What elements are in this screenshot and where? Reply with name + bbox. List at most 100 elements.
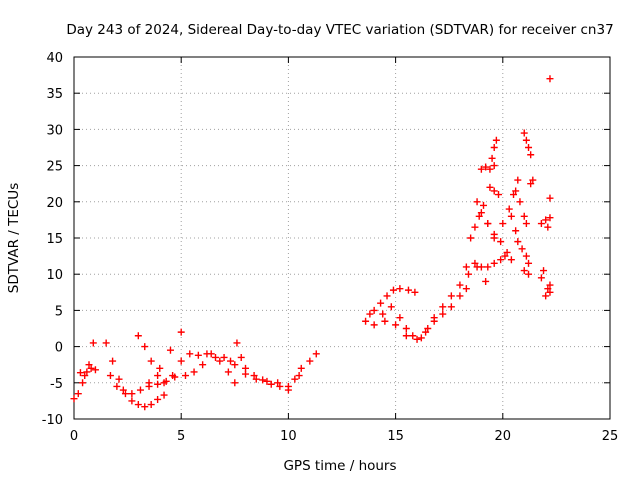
data-point xyxy=(396,314,404,322)
data-point xyxy=(486,183,494,191)
data-point xyxy=(424,325,432,332)
y-axis-ticks: -10 -5 0 5 10 15 20 25 30 35 40 xyxy=(42,51,610,428)
data-point xyxy=(291,375,299,383)
data-points xyxy=(70,75,554,411)
x-tick-label: 25 xyxy=(602,429,619,444)
data-point xyxy=(274,379,282,387)
data-point xyxy=(233,339,241,347)
data-point xyxy=(510,191,518,199)
data-point xyxy=(154,380,162,388)
series-arc-m xyxy=(473,183,515,264)
data-point xyxy=(306,357,314,365)
data-point xyxy=(70,395,78,403)
y-tick-label: 0 xyxy=(55,341,63,356)
data-point xyxy=(507,256,515,264)
data-point xyxy=(477,263,485,271)
data-point xyxy=(181,372,189,380)
data-point xyxy=(216,357,224,365)
data-point xyxy=(525,259,533,267)
data-point xyxy=(297,364,305,372)
x-tick-label: 5 xyxy=(177,429,185,444)
data-point xyxy=(495,191,503,199)
data-point xyxy=(79,379,87,387)
data-point xyxy=(154,372,162,380)
data-point xyxy=(520,129,528,137)
data-point xyxy=(370,306,378,314)
data-point xyxy=(527,180,535,188)
data-point xyxy=(156,364,164,372)
series-arc-o xyxy=(484,176,522,242)
series-arc-c xyxy=(106,372,179,398)
y-tick-label: -5 xyxy=(50,377,63,392)
data-point xyxy=(411,288,419,296)
series-arc-j xyxy=(381,285,470,343)
data-point xyxy=(447,303,455,311)
data-point xyxy=(87,364,95,372)
data-point xyxy=(396,285,404,293)
data-point xyxy=(542,292,550,300)
data-point xyxy=(134,401,142,409)
data-point xyxy=(276,382,284,390)
data-point xyxy=(546,75,554,83)
data-point xyxy=(284,386,292,394)
data-point xyxy=(417,334,425,342)
data-point xyxy=(81,372,89,380)
data-point xyxy=(475,212,483,220)
data-point xyxy=(467,234,475,242)
data-point xyxy=(471,259,479,267)
data-point xyxy=(392,321,400,329)
data-point xyxy=(231,379,239,387)
data-point xyxy=(413,335,421,343)
data-point xyxy=(362,317,370,325)
data-point xyxy=(484,263,492,271)
data-point xyxy=(76,369,84,377)
data-point xyxy=(525,144,533,151)
series-arc-l xyxy=(467,163,494,242)
x-tick-label: 0 xyxy=(70,429,78,444)
data-point xyxy=(546,288,554,296)
data-point xyxy=(220,353,228,361)
data-point xyxy=(514,238,522,246)
y-tick-label: 35 xyxy=(46,87,63,102)
data-point xyxy=(471,223,479,231)
data-point xyxy=(389,286,397,294)
data-point xyxy=(430,317,438,325)
data-point xyxy=(160,379,168,387)
data-point xyxy=(227,357,235,365)
data-point xyxy=(462,285,470,293)
series-arc-g xyxy=(231,361,303,394)
data-point xyxy=(370,321,378,329)
y-tick-label: 40 xyxy=(46,51,63,66)
data-point xyxy=(518,245,526,253)
series-arc-n xyxy=(488,136,500,170)
data-point xyxy=(119,386,127,394)
data-point xyxy=(134,332,142,340)
data-point xyxy=(154,395,162,403)
series-arc-p xyxy=(512,187,533,278)
data-point xyxy=(263,377,271,385)
data-point xyxy=(141,343,149,351)
data-point xyxy=(237,353,245,361)
y-tick-label: 15 xyxy=(46,232,63,247)
data-point xyxy=(160,391,168,399)
data-point xyxy=(402,325,410,332)
data-point xyxy=(462,263,470,271)
data-point xyxy=(387,303,395,311)
data-point xyxy=(439,310,447,318)
data-point xyxy=(456,292,464,300)
chart-title: Day 243 of 2024, Sidereal Day-to-day VTE… xyxy=(66,22,613,38)
data-point xyxy=(121,390,129,398)
data-point xyxy=(199,361,207,369)
data-point xyxy=(499,220,507,228)
data-point xyxy=(488,154,496,162)
data-point xyxy=(546,281,554,289)
data-point xyxy=(147,401,155,409)
data-point xyxy=(490,259,498,267)
data-point xyxy=(190,368,198,376)
data-point xyxy=(106,372,114,380)
data-point xyxy=(402,332,410,340)
data-point xyxy=(486,165,494,173)
data-point xyxy=(102,339,110,347)
y-tick-label: 5 xyxy=(55,304,63,319)
